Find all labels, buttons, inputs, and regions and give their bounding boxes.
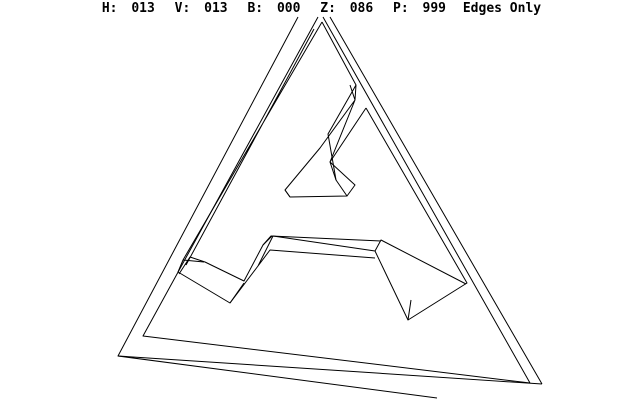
p-label: P:: [393, 1, 409, 16]
p-value: 999: [422, 1, 447, 16]
letter-a-extrusion: [177, 21, 468, 321]
b-label: B:: [247, 1, 264, 16]
z-label: Z:: [320, 1, 336, 16]
triangle-frame: [117, 16, 543, 399]
letter-a-front-outline: [177, 21, 468, 321]
triangle-inner-edges: [142, 16, 531, 384]
v-readout: V: 013: [172, 1, 231, 16]
status-bar: H: 013 V: 013 B: 000 Z: 086 P: 999 Edges…: [0, 0, 640, 18]
render-mode-label: Edges Only: [462, 1, 542, 16]
triangle-outer-edges: [117, 16, 543, 385]
z-value: 086: [349, 1, 374, 16]
p-readout: P: 999: [390, 1, 449, 16]
h-readout: H: 013: [99, 1, 158, 16]
b-value: 000: [276, 1, 301, 16]
h-value: 013: [131, 1, 155, 16]
triangle-bottom-extra-edge: [117, 355, 438, 399]
v-value: 013: [204, 1, 228, 16]
b-readout: B: 000: [244, 1, 303, 16]
z-readout: Z: 086: [317, 1, 376, 16]
v-label: V:: [174, 1, 191, 16]
h-label: H:: [101, 1, 118, 16]
letter-a-back-outline: [182, 107, 467, 321]
